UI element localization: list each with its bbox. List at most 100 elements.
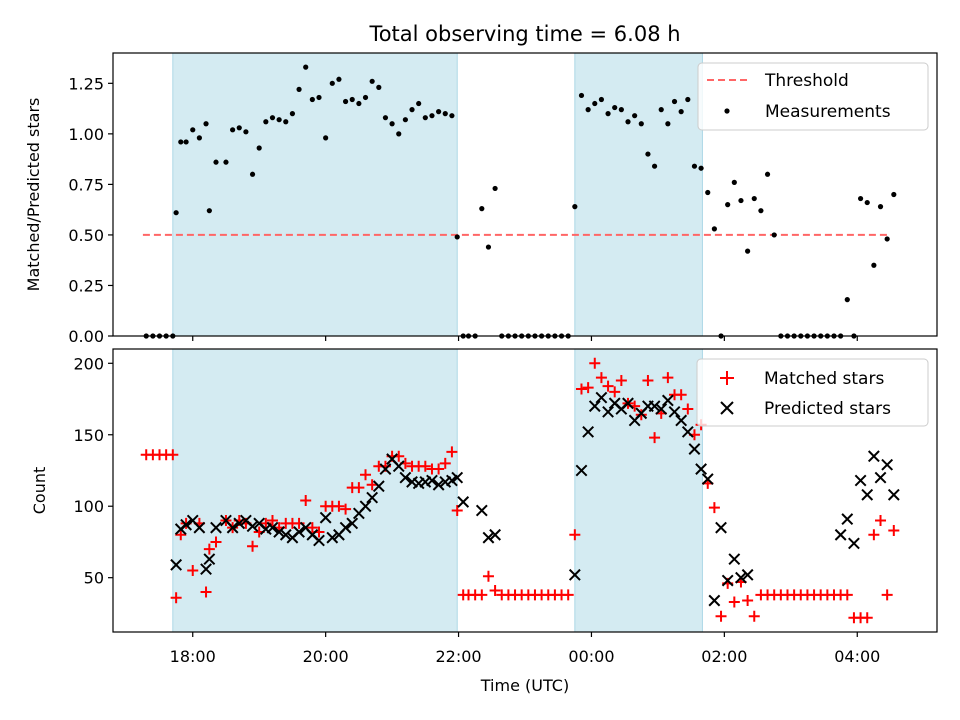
matched-star-marker — [728, 596, 740, 608]
predicted-star-marker — [721, 574, 734, 587]
matched-star-marker — [170, 592, 182, 604]
measurement-point — [645, 151, 651, 157]
matched-star-marker — [360, 469, 372, 481]
predicted-star-marker — [874, 471, 887, 484]
measurement-point — [857, 195, 864, 202]
measurement-point — [638, 121, 644, 127]
measurement-point — [203, 121, 209, 127]
predicted-star-marker — [655, 403, 668, 415]
bottom-axes-frame — [112, 348, 938, 633]
matched-star-marker — [482, 570, 494, 582]
shaded-interval — [574, 348, 703, 633]
predicted-star-marker — [887, 488, 900, 501]
measurement-point — [864, 199, 870, 206]
top-y-tick-label: 1.00 — [68, 125, 104, 144]
top-y-axis-label: Matched/Predicted stars — [24, 98, 43, 292]
bottom-y-tick-label: 100 — [73, 497, 104, 516]
predicted-star-marker — [602, 405, 614, 418]
matched-star-marker — [353, 482, 365, 494]
predicted-star-marker — [246, 520, 259, 533]
measurement-point — [342, 98, 349, 105]
measurement-point — [309, 96, 315, 103]
legend-matched-swatch — [720, 371, 734, 385]
predicted-star-marker — [861, 488, 874, 501]
shaded-interval — [172, 348, 458, 633]
matched-star-marker — [589, 357, 601, 369]
bottom-x-tick-label: 20:00 — [303, 647, 349, 666]
measurement-point — [725, 202, 731, 208]
measurement-point — [356, 100, 362, 107]
measurement-point — [711, 226, 717, 232]
measurement-point — [223, 159, 229, 165]
legend-measurements-swatch — [724, 108, 730, 114]
predicted-star-marker — [426, 474, 438, 487]
measurement-point — [612, 104, 618, 111]
bottom-x-tick-label: 18:00 — [170, 647, 216, 666]
predicted-star-marker — [359, 500, 372, 513]
matched-star-marker — [187, 565, 199, 577]
measurement-point — [206, 208, 212, 214]
predicted-star-marker — [193, 521, 206, 534]
matched-star-marker — [881, 589, 893, 601]
legend-threshold-label: Threshold — [764, 71, 849, 91]
measurement-point — [402, 117, 408, 123]
top-axes-frame — [112, 52, 938, 337]
matched-star-marker — [675, 389, 687, 401]
measurement-point — [329, 80, 335, 86]
measurement-point — [382, 115, 389, 121]
measurement-point — [605, 111, 611, 117]
measurement-point — [276, 117, 282, 123]
predicted-star-marker — [688, 443, 701, 455]
matched-star-marker — [682, 403, 694, 415]
predicted-star-marker — [575, 464, 588, 477]
measurement-point — [243, 129, 249, 135]
measurement-point — [396, 131, 402, 137]
measurement-point — [196, 135, 202, 141]
measurement-point — [178, 139, 184, 145]
bottom-x-tick-label: 02:00 — [701, 647, 747, 666]
bottom-y-tick-label: 50 — [84, 569, 104, 588]
predicted-star-marker — [881, 458, 894, 471]
matched-star-marker — [433, 463, 445, 475]
predicted-star-marker — [867, 450, 880, 463]
matched-star-marker — [635, 409, 647, 421]
bottom-x-tick-label: 04:00 — [834, 647, 880, 666]
predicted-star-marker — [841, 513, 854, 525]
matched-star-marker — [868, 529, 880, 541]
matched-star-marker — [439, 457, 451, 469]
top-x-ticks — [192, 336, 858, 341]
top-y-tick-label: 0.50 — [68, 226, 104, 245]
predicted-star-marker — [489, 528, 502, 541]
measurement-point — [349, 96, 355, 103]
matched-star-marker — [609, 386, 621, 398]
predicted-star-marker — [595, 391, 608, 404]
predicted-star-marker — [326, 531, 339, 544]
predicted-star-marker — [741, 568, 754, 581]
legend-predicted-label: Predicted stars — [764, 399, 891, 419]
matched-star-marker — [451, 505, 463, 517]
bottom-x-ticks: 18:00 20:00 22:00 00:00 02:00 04:00 — [170, 632, 880, 666]
measurement-point — [436, 109, 442, 115]
measurement-point — [389, 121, 395, 127]
measurement-point — [738, 197, 744, 204]
matched-star-marker — [476, 589, 488, 601]
predicted-star-marker — [180, 518, 193, 531]
measurement-point — [891, 191, 897, 198]
matched-star-marker — [888, 525, 900, 537]
predicted-star-marker — [451, 471, 464, 484]
predicted-star-marker — [675, 414, 688, 427]
measurement-point — [296, 86, 302, 92]
predicted-star-marker — [482, 531, 495, 544]
predicted-star-marker — [379, 463, 392, 475]
shaded-interval — [574, 52, 703, 337]
measurement-point — [592, 100, 598, 107]
predicted-star-marker — [392, 460, 405, 473]
measurement-point — [877, 204, 884, 210]
matched-star-marker — [562, 589, 574, 601]
measurement-point — [289, 111, 296, 117]
predicted-star-marker — [648, 400, 661, 413]
predicted-star-marker — [319, 511, 332, 524]
measurement-point — [409, 107, 415, 113]
measurement-point — [658, 107, 664, 113]
matched-star-marker — [841, 589, 853, 601]
